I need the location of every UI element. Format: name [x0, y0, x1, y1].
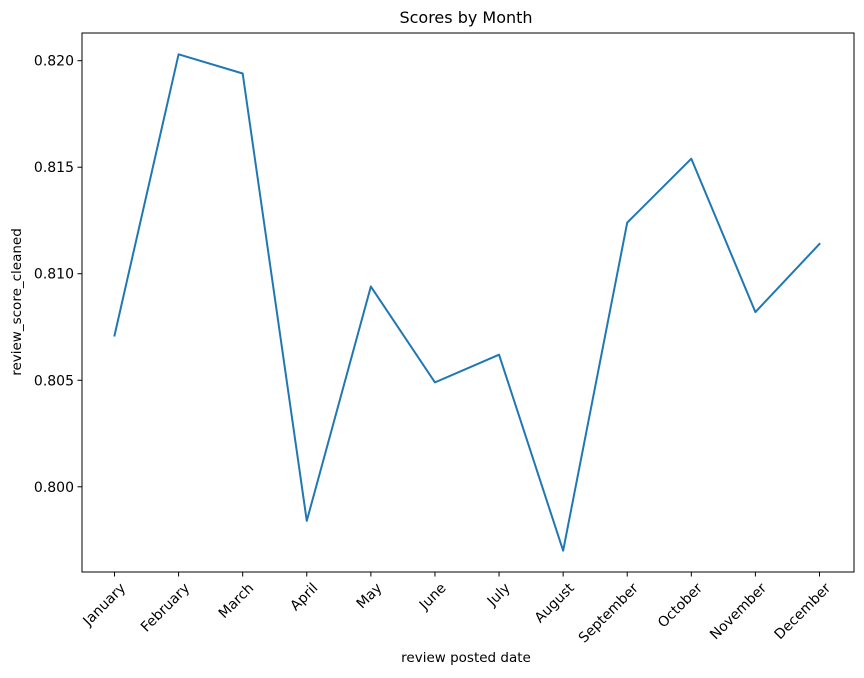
- plot-area: [81, 32, 855, 573]
- x-tick-label: May: [354, 580, 386, 612]
- x-tick-label: January: [80, 580, 130, 630]
- x-axis-label: review posted date: [401, 650, 531, 666]
- x-tick-label: April: [287, 580, 321, 614]
- series-layer: [113, 53, 821, 552]
- y-axis-label: review_score_cleaned: [9, 228, 25, 376]
- y-tick-label: 0.805: [34, 373, 74, 389]
- chart-title: Scores by Month: [399, 8, 532, 27]
- x-tick-label: March: [216, 580, 257, 621]
- x-tick-label: February: [138, 580, 193, 635]
- y-axis: 0.800 0.805 0.810 0.815 0.820: [34, 54, 82, 496]
- y-tick-label: 0.815: [34, 160, 74, 176]
- y-tick-label: 0.810: [34, 267, 74, 283]
- x-tick-label: October: [655, 580, 706, 631]
- x-tick-label: September: [576, 580, 642, 646]
- x-tick-label: July: [484, 580, 514, 610]
- y-tick-label: 0.820: [34, 54, 74, 70]
- x-axis: January February March April May June July Augu…: [80, 572, 834, 646]
- series-line: [113, 53, 821, 552]
- x-tick-label: August: [532, 580, 578, 626]
- x-tick-label: November: [707, 580, 770, 643]
- y-tick-label: 0.800: [34, 480, 74, 496]
- x-tick-label: June: [416, 580, 450, 614]
- x-tick-label: December: [771, 580, 834, 643]
